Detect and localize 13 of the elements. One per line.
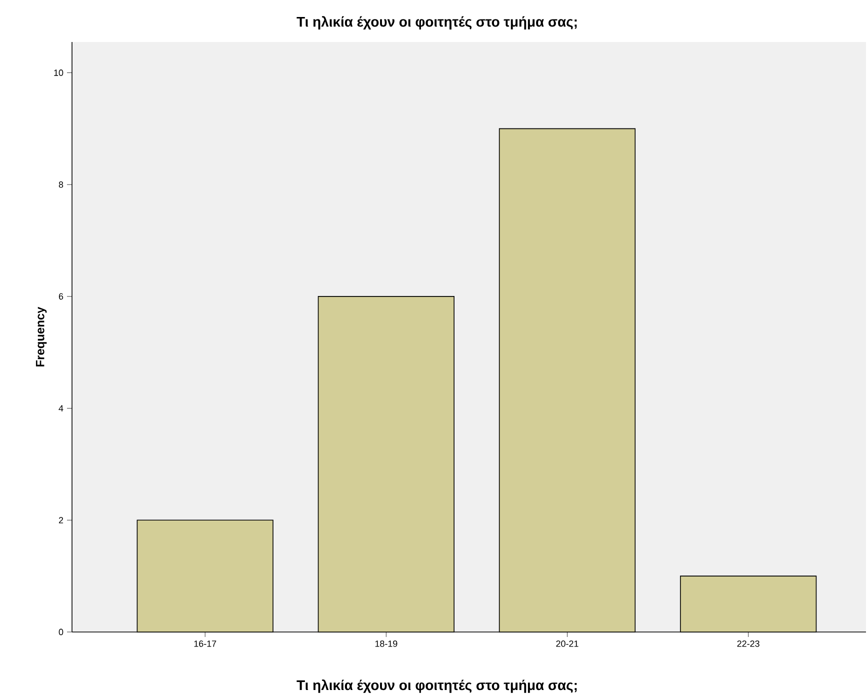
x-tick-label: 16-17 (194, 640, 216, 647)
y-axis-title: Frequency (36, 306, 47, 366)
x-tick-label: 20-21 (556, 640, 578, 647)
chart-title: Τι ηλικία έχουν οι φοιτητές στο τμήμα σας; (296, 16, 577, 30)
x-tick-label: 18-19 (375, 640, 398, 647)
y-tick-label: 2 (58, 517, 64, 524)
y-tick-label: 10 (54, 70, 64, 76)
y-tick-label: 6 (58, 293, 64, 300)
x-tick-label: 22-23 (737, 640, 760, 647)
y-tick-label: 8 (58, 181, 64, 188)
y-tick-label: 0 (58, 628, 64, 636)
y-tick-label: 4 (58, 405, 64, 412)
x-axis-title: Τι ηλικία έχουν οι φοιτητές στο τμήμα σας; (296, 680, 577, 693)
